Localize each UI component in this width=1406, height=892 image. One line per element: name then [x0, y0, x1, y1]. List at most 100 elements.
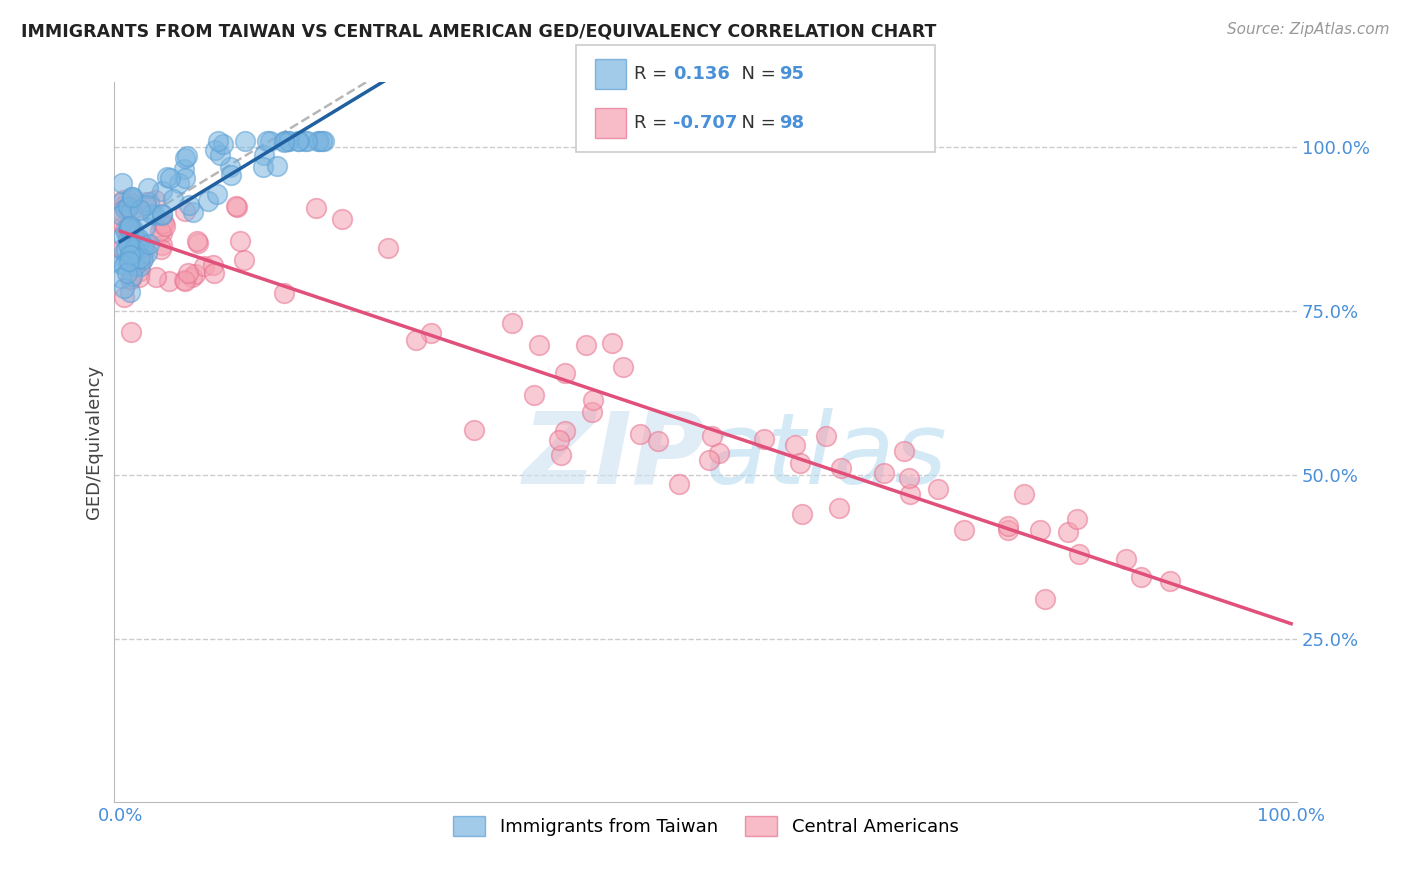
Point [181, 205, 204, 219]
Point [405, 333, 427, 347]
Point [138, 236, 160, 251]
Point [118, 245, 141, 260]
Point [150, 217, 173, 231]
Point [121, 189, 143, 203]
Point [131, 252, 153, 267]
Point [174, 151, 197, 165]
Point [174, 170, 197, 185]
Point [278, 134, 301, 148]
Point [111, 199, 134, 213]
Point [111, 193, 134, 207]
Point [790, 508, 813, 522]
Point [118, 271, 141, 285]
Point [830, 461, 852, 475]
Point [207, 134, 229, 148]
Point [128, 202, 150, 217]
Point [253, 148, 276, 162]
Point [211, 136, 233, 151]
Point [225, 200, 247, 214]
Point [898, 487, 921, 501]
Point [150, 227, 173, 241]
Point [377, 241, 399, 255]
Point [647, 434, 669, 448]
Point [233, 134, 256, 148]
Point [121, 193, 143, 207]
Point [312, 134, 335, 148]
Point [129, 260, 152, 274]
Point [127, 200, 149, 214]
Point [789, 456, 811, 470]
Point [1066, 512, 1088, 526]
Point [112, 219, 135, 234]
Point [752, 432, 775, 446]
Point [232, 253, 254, 268]
Point [152, 216, 174, 230]
Text: N =: N = [730, 65, 782, 83]
Point [204, 143, 226, 157]
Point [127, 230, 149, 244]
Point [118, 254, 141, 268]
Point [228, 234, 250, 248]
Point [120, 250, 142, 264]
Point [120, 285, 142, 300]
Point [783, 437, 806, 451]
Point [120, 325, 142, 339]
Text: -0.707: -0.707 [673, 114, 738, 132]
Point [121, 252, 143, 267]
Point [122, 222, 145, 236]
Point [152, 208, 174, 222]
Point [219, 168, 242, 182]
Point [197, 194, 219, 208]
Point [124, 232, 146, 246]
Point [873, 466, 896, 480]
Point [114, 253, 136, 268]
Point [547, 433, 569, 447]
Point [122, 243, 145, 257]
Text: 95: 95 [779, 65, 804, 83]
Point [115, 226, 138, 240]
Point [112, 281, 135, 295]
Point [117, 193, 139, 207]
Point [581, 405, 603, 419]
Point [121, 190, 143, 204]
Point [252, 160, 274, 174]
Point [110, 195, 132, 210]
Point [120, 235, 142, 249]
Point [150, 242, 173, 256]
Point [308, 134, 330, 148]
Point [1029, 523, 1052, 537]
Point [330, 212, 353, 227]
Point [1130, 570, 1153, 584]
Point [135, 194, 157, 209]
Point [997, 523, 1019, 537]
Point [612, 359, 634, 374]
Point [120, 272, 142, 286]
Point [143, 193, 166, 207]
Point [118, 246, 141, 260]
Point [124, 259, 146, 273]
Point [114, 258, 136, 272]
Point [927, 483, 949, 497]
Text: ZIP: ZIP [523, 408, 706, 505]
Point [501, 316, 523, 330]
Point [145, 270, 167, 285]
Point [132, 237, 155, 252]
Point [129, 264, 152, 278]
Point [181, 270, 204, 285]
Point [156, 170, 179, 185]
Text: R =: R = [634, 65, 673, 83]
Point [118, 222, 141, 236]
Text: R =: R = [634, 114, 673, 132]
Point [120, 244, 142, 259]
Point [202, 266, 225, 280]
Point [225, 199, 247, 213]
Point [112, 290, 135, 304]
Point [273, 285, 295, 300]
Point [115, 243, 138, 257]
Text: atlas: atlas [706, 408, 948, 505]
Point [150, 238, 173, 252]
Point [1056, 524, 1078, 539]
Point [709, 446, 731, 460]
Point [256, 134, 278, 148]
Point [550, 448, 572, 462]
